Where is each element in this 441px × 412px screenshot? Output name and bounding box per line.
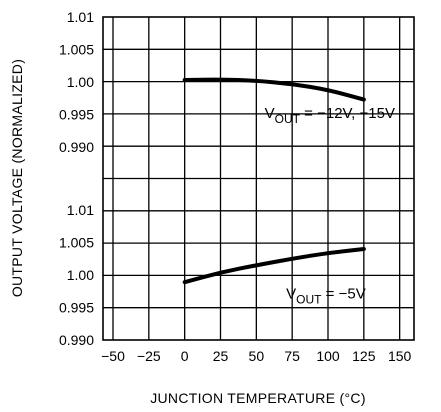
- y-tick-label: 1.005: [59, 42, 94, 58]
- series-line: [182, 247, 366, 285]
- y-axis-label: OUTPUT VOLTAGE (NORMALIZED): [9, 59, 25, 297]
- x-tick-label: 125: [352, 348, 376, 364]
- y-tick-label: 0.995: [59, 300, 94, 316]
- x-tick-label: −25: [137, 348, 161, 364]
- x-tick-label: 0: [181, 348, 189, 364]
- annotations: VOUT = −12V, −15V VOUT = −5V: [265, 105, 395, 307]
- x-tick-label: −50: [101, 348, 125, 364]
- x-tick-label: 50: [249, 348, 265, 364]
- series-annotation: VOUT = −12V, −15V: [265, 105, 395, 126]
- x-tick-label: 150: [388, 348, 412, 364]
- x-tick-label: 25: [213, 348, 229, 364]
- y-tick-label: 1.005: [59, 235, 94, 251]
- y-tick-label: 0.990: [59, 139, 94, 155]
- y-tick-label: 1.01: [67, 9, 94, 25]
- y-tick-labels: 1.01 1.005 1.00 0.995 0.990 1.01 1.005 1.00 0.99…: [59, 9, 94, 348]
- y-tick-label: 1.01: [67, 202, 94, 218]
- x-axis-label: JUNCTION TEMPERATURE (°C): [150, 390, 366, 406]
- x-tick-label: 75: [284, 348, 300, 364]
- series-annotation: VOUT = −5V: [286, 285, 366, 306]
- y-tick-label: 0.995: [59, 107, 94, 123]
- y-tick-label: 0.990: [59, 332, 94, 348]
- plot-frame: [102, 16, 415, 341]
- x-tick-labels: −50 −25 0 25 50 75 100 125 150: [101, 348, 411, 364]
- series-line: [182, 77, 366, 102]
- grid: [103, 17, 414, 340]
- series: [182, 77, 366, 285]
- y-tick-label: 1.00: [67, 74, 94, 90]
- x-tick-label: 100: [316, 348, 340, 364]
- y-tick-label: 1.00: [67, 267, 94, 283]
